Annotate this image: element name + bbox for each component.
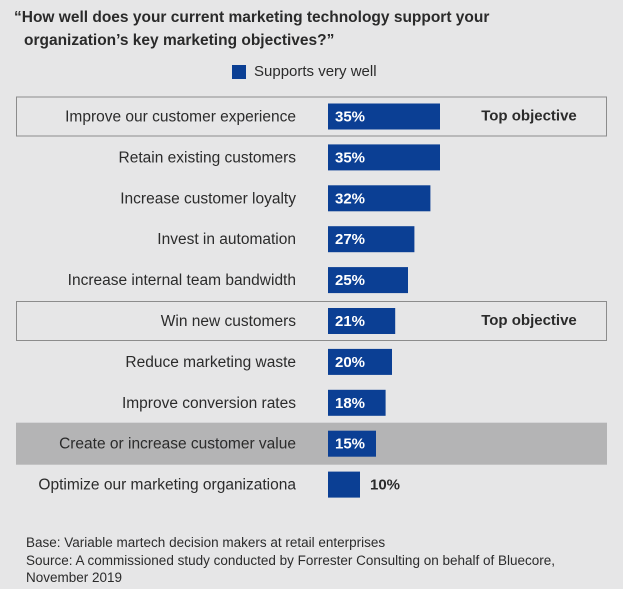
bar-value-label: 21% [335, 313, 365, 330]
bar-value-label: 10% [370, 477, 400, 494]
bar [328, 389, 386, 416]
chart-title-line-2: organization’s key marketing objectives?… [24, 32, 335, 49]
bar-value-label: 25% [335, 272, 365, 289]
bar-value-label: 20% [335, 354, 365, 371]
category-label: Increase internal team bandwidth [68, 272, 296, 289]
chart-title-line-1: “How well does your current marketing te… [14, 9, 490, 26]
bar [328, 185, 431, 212]
bar-value-label: 18% [335, 395, 365, 412]
bar [328, 430, 376, 457]
category-label: Create or increase customer value [59, 436, 296, 453]
chart-title: “How well does your current marketing te… [14, 6, 614, 52]
category-label: Reduce marketing waste [125, 354, 296, 371]
category-label: Improve our customer experience [65, 109, 296, 126]
source-note-line-2: November 2019 [26, 570, 123, 585]
bar [328, 226, 415, 253]
source-note-line-1: Source: A commissioned study conducted b… [26, 552, 556, 568]
legend-swatch [232, 64, 246, 79]
base-note: Base: Variable martech decision makers a… [26, 535, 386, 550]
category-label: Optimize our marketing organizationa [38, 477, 296, 494]
legend: Supports very well [232, 63, 377, 80]
top-objective-label: Top objective [481, 108, 577, 125]
category-label: Invest in automation [157, 231, 296, 248]
bar [328, 103, 440, 130]
bar [328, 348, 392, 375]
category-label: Retain existing customers [119, 149, 297, 166]
bar [328, 308, 396, 334]
bar-value-label: 27% [335, 231, 365, 248]
footer-notes: Base: Variable martech decision makers a… [26, 534, 616, 587]
bar [328, 144, 440, 171]
top-objective-box [16, 96, 607, 137]
top-objective-label: Top objective [481, 312, 577, 329]
bar-value-label: 35% [335, 109, 365, 126]
bar-value-label: 32% [335, 190, 365, 207]
top-objective-box [16, 301, 607, 341]
legend-label: Supports very well [254, 63, 377, 80]
bar-value-label: 35% [335, 149, 365, 166]
bar-value-label: 15% [335, 436, 365, 453]
bar-chart: Top objective Improve our customer experi… [16, 96, 607, 498]
category-label: Improve conversion rates [122, 395, 296, 412]
bar [328, 267, 408, 294]
category-label: Win new customers [161, 313, 296, 330]
shaded-row-highlight [16, 422, 607, 465]
bar [328, 471, 360, 498]
category-label: Increase customer loyalty [120, 190, 296, 207]
